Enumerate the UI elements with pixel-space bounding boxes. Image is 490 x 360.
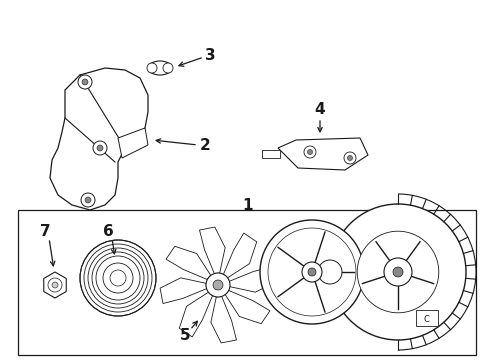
Text: 2: 2: [199, 138, 210, 153]
Circle shape: [110, 270, 126, 286]
Ellipse shape: [148, 61, 172, 75]
Circle shape: [206, 273, 230, 297]
Bar: [416, 310, 438, 326]
Polygon shape: [179, 292, 213, 337]
Bar: [18, 210, 476, 355]
Circle shape: [97, 145, 103, 151]
Text: 1: 1: [243, 198, 253, 213]
Text: 5: 5: [180, 328, 190, 342]
Text: 4: 4: [315, 103, 325, 117]
Polygon shape: [229, 266, 276, 292]
Polygon shape: [211, 296, 237, 343]
Polygon shape: [223, 233, 257, 278]
Bar: [262, 150, 280, 158]
Circle shape: [81, 193, 95, 207]
Polygon shape: [44, 272, 66, 298]
Circle shape: [48, 278, 62, 292]
Polygon shape: [278, 138, 368, 170]
Circle shape: [85, 197, 91, 203]
Circle shape: [80, 240, 156, 316]
Circle shape: [330, 204, 466, 340]
Text: 7: 7: [40, 225, 50, 239]
Polygon shape: [50, 68, 148, 210]
Circle shape: [304, 146, 316, 158]
Bar: [320, 268, 336, 276]
Circle shape: [308, 149, 313, 154]
Circle shape: [384, 258, 412, 286]
Polygon shape: [199, 227, 225, 274]
Circle shape: [52, 282, 58, 288]
Circle shape: [163, 63, 173, 73]
Polygon shape: [166, 246, 211, 280]
Circle shape: [357, 231, 439, 313]
Circle shape: [78, 75, 92, 89]
Polygon shape: [225, 291, 270, 324]
Text: 3: 3: [205, 48, 215, 63]
Circle shape: [82, 79, 88, 85]
Circle shape: [147, 63, 157, 73]
Circle shape: [308, 268, 316, 276]
Circle shape: [344, 152, 356, 164]
Circle shape: [393, 267, 403, 277]
Circle shape: [93, 141, 107, 155]
Circle shape: [347, 156, 352, 161]
Circle shape: [318, 260, 342, 284]
Circle shape: [268, 228, 356, 316]
Circle shape: [302, 262, 322, 282]
Circle shape: [103, 263, 133, 293]
Polygon shape: [160, 278, 207, 303]
Circle shape: [213, 280, 223, 290]
Circle shape: [260, 220, 364, 324]
Text: 6: 6: [102, 225, 113, 239]
Text: C: C: [423, 315, 429, 324]
Polygon shape: [118, 128, 148, 158]
